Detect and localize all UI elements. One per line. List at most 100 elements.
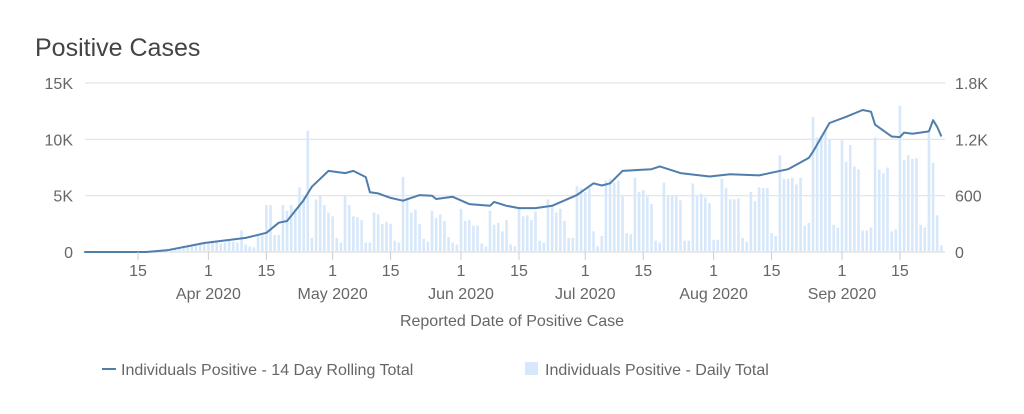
daily-total-bar [438,214,442,252]
daily-total-bar [724,188,728,252]
x-tick-label: 1 [581,263,590,280]
x-month-label: Jun 2020 [428,286,494,303]
daily-total-bar [786,178,790,252]
rolling-total-line-path [84,109,943,253]
daily-total-bar [695,195,699,252]
daily-total-bar [227,239,231,252]
daily-total-bar [716,239,720,252]
x-axis-title: Reported Date of Positive Case [400,313,624,330]
daily-total-bar [571,237,575,252]
daily-total-bar [554,212,558,252]
daily-total-bar [451,242,455,252]
daily-total-bar [927,132,931,252]
daily-total-bar [231,241,235,252]
daily-total-bar [559,208,562,252]
legend-item-daily-total[interactable]: Individuals Positive - Daily Total [525,362,769,379]
daily-total-bar [741,237,744,252]
x-tick-label: 15 [891,263,909,280]
daily-total-bar [505,220,508,252]
daily-total-bar [236,242,239,252]
daily-total-bar [265,205,268,252]
daily-total-bar [306,130,310,252]
daily-total-bar [670,195,674,252]
daily-total-bar [745,241,749,252]
daily-total-bar [302,195,305,252]
daily-total-bar [815,137,819,252]
daily-total-bar [223,242,227,252]
x-tick-label: 15 [634,263,652,280]
daily-total-bar [414,209,417,252]
daily-total-bar [753,201,757,252]
daily-total-bar [215,241,218,252]
daily-total-bar [604,180,608,252]
daily-total-bar [919,224,922,252]
daily-total-bar [898,105,902,253]
daily-total-bar [625,233,628,252]
daily-total-bar [666,195,670,252]
x-tick-label: 1 [204,263,213,280]
daily-total-bar [310,237,314,252]
daily-total-bar [360,220,363,252]
daily-total-bar [608,178,612,252]
daily-total-bar [484,246,488,252]
daily-total-bar [935,215,939,252]
left-y-axis: 0 5K 10K 15K [45,76,74,262]
daily-total-bar [877,169,881,252]
daily-total-bar [397,242,401,252]
daily-total-bar [480,243,484,252]
daily-total-bar [418,223,421,252]
daily-total-bar [844,161,848,252]
daily-total-bar [273,235,276,252]
daily-total-bar [865,230,869,252]
daily-total-bar [940,245,943,252]
daily-total-bar [538,240,541,252]
daily-total-bar [509,244,512,252]
daily-total-bar [314,199,318,252]
daily-total-bar [343,195,347,252]
daily-total-bar [641,190,645,252]
daily-total-bar [323,205,326,252]
daily-total-bar [699,193,703,252]
daily-total-bar [430,210,434,252]
daily-total-bar [277,235,281,252]
x-tick-label: 1 [328,263,337,280]
daily-total-bar [836,227,840,252]
daily-total-bar [646,196,649,252]
daily-total-bar [198,244,202,252]
daily-total-bar [463,221,467,252]
x-tick-label: 15 [763,263,781,280]
daily-total-bar [658,242,662,252]
left-y-tick-label: 5K [53,189,73,206]
daily-total-bar [687,240,691,252]
x-tick-label: 1 [709,263,718,280]
x-axis: 15 1 Apr 2020 15 1 May 2020 15 1 Jun 2020 15 1 Jul … [129,252,909,303]
daily-total-bar [178,247,181,252]
daily-total-bar [832,224,835,252]
daily-total-bar [368,242,372,252]
daily-total-bar [364,242,368,252]
daily-total-bar [294,208,297,252]
daily-total-bar [426,241,430,252]
daily-total-bar [869,227,873,252]
legend-bar-swatch [525,362,538,375]
x-month-label: May 2020 [297,286,367,303]
daily-total-bar [733,199,736,252]
daily-total-bar [563,221,566,252]
daily-total-bar [434,218,438,252]
daily-total-bar [182,246,185,252]
left-y-tick-label: 10K [45,132,74,149]
x-month-label: Aug 2020 [679,286,748,303]
daily-total-bar [207,242,210,252]
daily-total-bar [807,222,811,252]
daily-total-bars [124,105,943,253]
daily-total-bar [873,137,877,252]
daily-total-bar [592,231,595,252]
daily-total-bar [704,197,707,252]
daily-total-bar [915,158,918,252]
right-y-tick-label: 600 [955,189,982,206]
daily-total-bar [447,236,450,252]
daily-total-bar [393,240,397,252]
daily-total-bar [496,222,500,252]
legend-item-rolling-total[interactable]: Individuals Positive - 14 Day Rolling To… [102,362,413,379]
